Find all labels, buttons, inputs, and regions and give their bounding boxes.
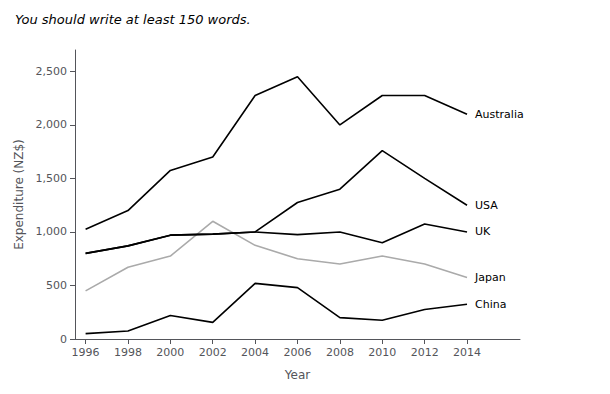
svg-text:2,000: 2,000 [36, 118, 68, 131]
svg-text:China: China [475, 298, 506, 311]
svg-text:2008: 2008 [326, 346, 354, 359]
svg-text:2,500: 2,500 [36, 65, 68, 78]
svg-text:USA: USA [475, 199, 498, 212]
svg-text:2004: 2004 [241, 346, 269, 359]
svg-text:1,000: 1,000 [36, 225, 68, 238]
svg-text:2010: 2010 [368, 346, 396, 359]
svg-text:500: 500 [46, 279, 67, 292]
svg-text:Expenditure (NZ$): Expenditure (NZ$) [12, 139, 26, 250]
svg-text:Year: Year [284, 368, 310, 382]
svg-text:2006: 2006 [284, 346, 312, 359]
svg-text:2014: 2014 [453, 346, 481, 359]
svg-text:0: 0 [60, 333, 67, 346]
svg-text:2000: 2000 [156, 346, 184, 359]
svg-text:Japan: Japan [474, 271, 506, 284]
svg-text:1,500: 1,500 [36, 172, 68, 185]
svg-text:1998: 1998 [114, 346, 142, 359]
svg-text:2012: 2012 [411, 346, 439, 359]
svg-text:2002: 2002 [199, 346, 227, 359]
svg-text:You should write at least 150: You should write at least 150 words. [15, 12, 251, 27]
svg-text:UK: UK [475, 225, 491, 238]
svg-text:1996: 1996 [72, 346, 100, 359]
svg-text:Australia: Australia [475, 108, 524, 121]
